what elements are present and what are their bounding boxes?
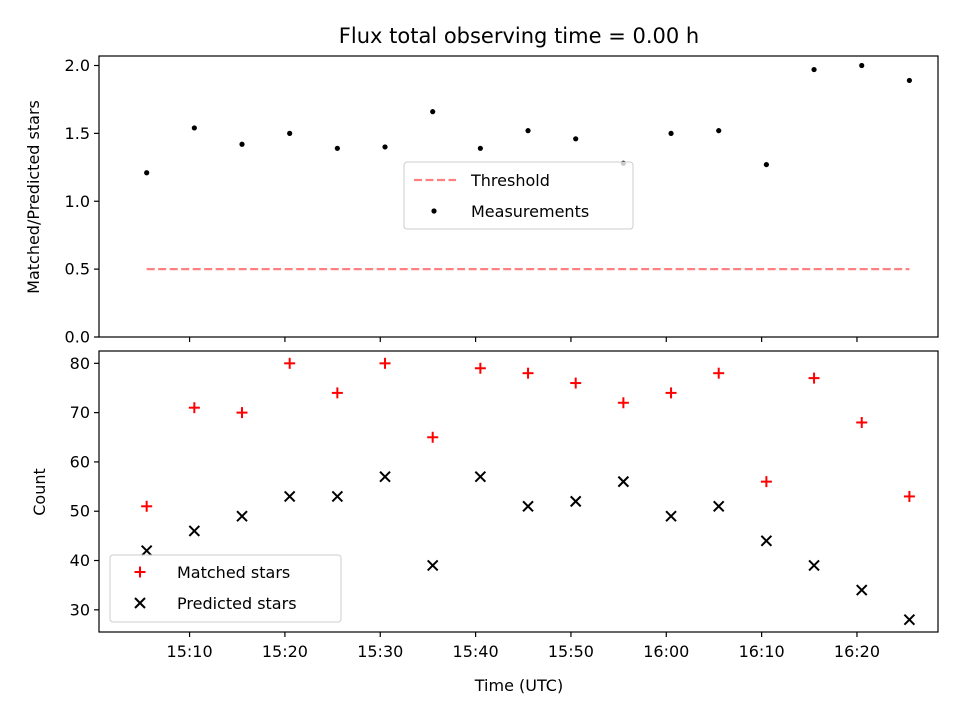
predicted-star-point [617,475,630,488]
measurement-point [287,130,293,136]
measurement-point [573,136,579,142]
count-y-tick-label: 80 [70,354,90,373]
matched-star-point [713,367,725,379]
matched-star-point [474,362,486,374]
ratio-y-tick-label: 0.0 [65,328,90,347]
legend-predicted-marker [134,597,146,609]
measurement-point [191,125,197,131]
measurement-point [239,141,245,147]
predicted-star-point [474,471,487,483]
count-y-tick-label: 40 [70,551,90,570]
count-y-tick-label: 30 [70,600,90,619]
matched-star-point [760,476,772,488]
count-x-tick-label: 16:00 [643,642,689,661]
predicted-star-point [522,500,534,512]
matched-star-point [284,357,296,369]
matched-star-point [903,490,915,502]
count-plot-area [140,357,916,626]
count-plot-frame [98,350,939,633]
measurement-point [716,128,722,134]
predicted-star-point [665,510,677,522]
ratio-x-axis [188,337,858,342]
matched-star-point [808,372,820,384]
predicted-star-point [140,544,153,557]
measurement-point [382,144,388,150]
predicted-star-point [331,490,344,503]
count-panel: 30 40 50 60 70 80 15:10 15:20 15:30 15:40 15:50 16… [30,350,939,695]
matched-star-point [331,387,343,399]
predicted-star-point [808,559,820,572]
matched-star-point [427,431,439,443]
count-y-tick-label: 60 [70,452,90,471]
legend-matched-marker [134,566,146,578]
ratio-y-tick-label: 1.5 [65,124,90,143]
measurement-point [144,170,150,176]
count-y-axis: 30 40 50 60 70 80 [70,354,99,619]
count-legend-box [109,554,342,623]
predicted-star-point [426,559,439,572]
matched-star-point [236,407,248,419]
predicted-star-point [903,613,916,626]
matched-star-point [856,416,868,428]
predicted-star-point [283,490,296,503]
predicted-star-point [760,535,773,547]
matched-star-point [570,377,582,389]
legend-threshold-label: Threshold [470,171,550,190]
measurement-point [906,77,912,84]
legend-predicted-label: Predicted stars [177,594,297,613]
count-y-tick-label: 50 [70,502,90,521]
ratio-legend-box [403,161,634,230]
legend-measurements-swatch [431,208,437,214]
ratio-y-tick-label: 2.0 [65,56,90,75]
chart-title: Flux total observing time = 0.00 h [339,24,699,48]
measurement-point [811,66,817,73]
legend-matched-label: Matched stars [177,563,290,582]
count-x-tick-label: 15:20 [262,642,308,661]
predicted-star-point [236,510,248,522]
predicted-star-point [379,471,391,483]
measurement-point [668,130,674,136]
ratio-y-tick-label: 0.5 [65,260,90,279]
ratio-legend: Threshold Measurements [403,161,634,230]
x-axis-label: Time (UTC) [474,676,563,695]
count-x-tick-label: 15:40 [453,642,499,661]
count-x-tick-label: 15:10 [167,642,213,661]
legend-matched-swatch [134,566,146,578]
legend-predicted-swatch [134,597,146,609]
predicted-star-point [569,495,582,508]
ratio-y-axis-label: Matched/Predicted stars [24,100,43,294]
measurement-point [525,128,531,134]
matched-star-point [379,357,391,369]
count-x-axis: 15:10 15:20 15:30 15:40 15:50 16:00 16:10 16:20 [167,632,880,661]
matched-star-point [522,367,534,379]
ratio-y-axis: 0.0 0.5 1.0 1.5 2.0 [65,56,99,347]
count-x-tick-label: 16:10 [739,642,785,661]
measurement-point [430,109,436,115]
count-x-tick-label: 15:50 [548,642,594,661]
matched-star-point [141,500,153,512]
measurement-point [334,145,340,151]
ratio-plot-frame [98,55,939,338]
count-x-tick-label: 15:30 [357,642,403,661]
matched-star-point [665,387,677,399]
measurement-point [477,145,483,151]
predicted-star-point [188,525,201,537]
ratio-y-tick-label: 1.0 [65,192,90,211]
measurement-point [763,161,769,168]
matched-star-point [188,402,200,414]
count-y-axis-label: Count [30,468,49,516]
count-x-tick-label: 16:20 [834,642,880,661]
predicted-star-point [713,500,725,512]
count-legend: Matched stars Predicted stars [109,554,342,623]
legend-measurements-label: Measurements [471,202,589,221]
predicted-star-point [856,584,868,596]
count-y-tick-label: 70 [70,403,90,422]
ratio-panel: Flux total observing time = 0.00 h 0.00.… [24,24,939,347]
matched-star-point [617,397,629,409]
measurement-point [859,62,865,69]
